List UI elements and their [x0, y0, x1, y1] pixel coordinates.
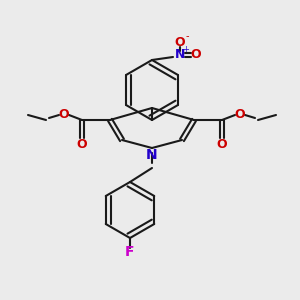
Text: N: N	[175, 49, 185, 62]
Text: O: O	[175, 35, 185, 49]
Text: O: O	[59, 109, 69, 122]
Text: O: O	[235, 109, 245, 122]
Text: F: F	[125, 245, 135, 259]
Text: O: O	[191, 49, 201, 62]
Text: O: O	[217, 139, 227, 152]
Text: N: N	[146, 148, 158, 162]
Text: -: -	[185, 31, 189, 41]
Text: O: O	[77, 139, 87, 152]
Text: +: +	[183, 46, 189, 55]
